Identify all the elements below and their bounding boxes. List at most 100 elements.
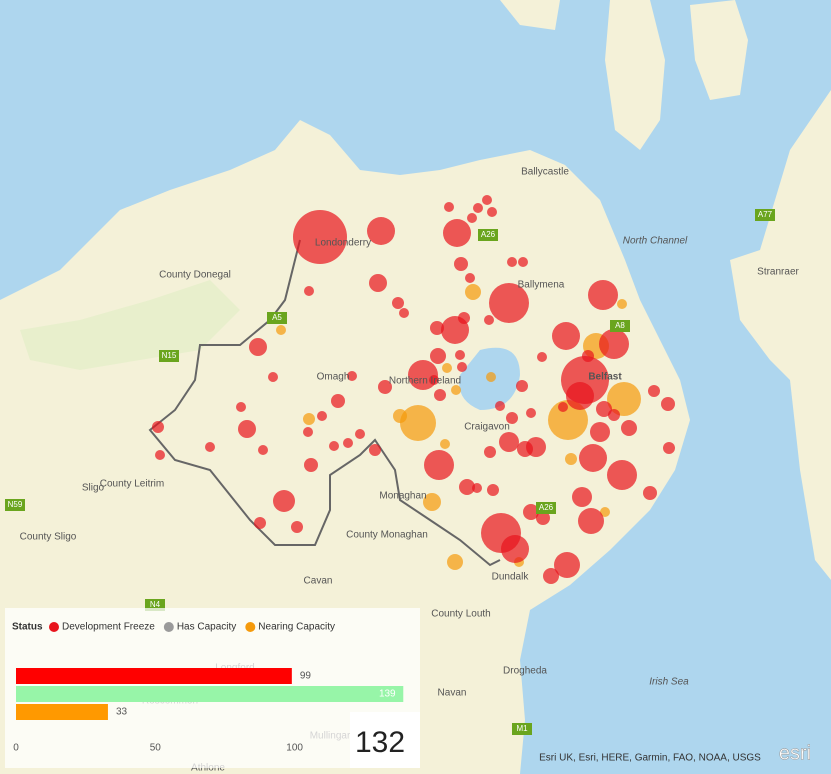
site-marker xyxy=(487,484,499,496)
site-marker xyxy=(399,308,409,318)
site-marker xyxy=(343,438,353,448)
site-marker xyxy=(486,372,496,382)
place-label: Sligo xyxy=(82,483,105,494)
place-label: Stranraer xyxy=(757,267,799,278)
place-label: North Channel xyxy=(623,236,688,247)
place-label: Ballymena xyxy=(518,280,565,291)
site-marker xyxy=(378,380,392,394)
site-marker xyxy=(526,437,546,457)
site-marker xyxy=(648,385,660,397)
road-shield xyxy=(610,320,630,332)
road-label: N15 xyxy=(162,351,177,360)
site-marker xyxy=(588,280,618,310)
site-marker xyxy=(293,210,347,264)
site-marker xyxy=(596,401,612,417)
site-marker xyxy=(442,363,452,373)
site-marker xyxy=(303,427,313,437)
card xyxy=(350,712,420,768)
site-marker xyxy=(643,486,657,500)
site-marker xyxy=(455,350,465,360)
site-marker xyxy=(429,375,439,385)
site-marker xyxy=(482,195,492,205)
island xyxy=(500,0,560,30)
logo: esri xyxy=(779,742,811,764)
site-marker xyxy=(566,382,594,410)
place-label: Athlone xyxy=(191,763,225,774)
site-marker xyxy=(304,286,314,296)
site-marker xyxy=(258,445,268,455)
bar xyxy=(16,686,404,702)
place-label: Ballycastle xyxy=(521,167,569,178)
site-marker xyxy=(565,453,577,465)
site-marker xyxy=(451,385,461,395)
site-marker xyxy=(303,413,315,425)
site-marker xyxy=(607,382,641,416)
site-marker xyxy=(582,350,594,362)
x-tick-label: 50 xyxy=(150,743,162,754)
island xyxy=(690,0,748,100)
site-marker xyxy=(499,432,519,452)
site-marker xyxy=(663,442,675,454)
place-label: Irish Sea xyxy=(649,677,689,688)
road-label: A77 xyxy=(758,210,773,219)
site-marker xyxy=(484,315,494,325)
site-marker xyxy=(430,348,446,364)
site-marker xyxy=(501,535,529,563)
road-shield xyxy=(267,312,287,324)
x-tick-label: 0 xyxy=(13,743,19,754)
site-marker xyxy=(304,458,318,472)
site-marker xyxy=(268,372,278,382)
site-marker xyxy=(459,479,475,495)
legend-swatch xyxy=(163,622,174,632)
site-marker xyxy=(554,552,580,578)
place-label: Cavan xyxy=(304,576,333,587)
site-marker xyxy=(236,402,246,412)
site-marker xyxy=(607,460,637,490)
legend-label: Development Freeze xyxy=(62,622,155,633)
legend-label: Nearing Capacity xyxy=(258,622,335,633)
site-marker xyxy=(506,412,518,424)
site-marker xyxy=(465,273,475,283)
site-marker xyxy=(443,219,471,247)
site-marker xyxy=(369,444,381,456)
site-marker xyxy=(238,420,256,438)
site-marker xyxy=(536,511,550,525)
road-shield xyxy=(536,502,556,514)
value-label: 99 xyxy=(300,671,312,682)
bar xyxy=(16,704,108,720)
legend-swatch xyxy=(245,622,256,632)
site-marker xyxy=(367,217,395,245)
road-label: A26 xyxy=(481,230,496,239)
border xyxy=(148,239,501,567)
site-marker xyxy=(661,397,675,411)
site-marker xyxy=(440,439,450,449)
site-marker xyxy=(430,321,444,335)
x-tick-label: 100 xyxy=(286,743,303,754)
site-marker xyxy=(465,284,481,300)
site-marker xyxy=(423,493,441,511)
site-marker xyxy=(523,504,539,520)
site-marker xyxy=(317,411,327,421)
place-label: Dundalk xyxy=(492,572,530,583)
site-marker xyxy=(579,444,607,472)
road-shield xyxy=(478,229,498,241)
site-marker xyxy=(487,207,497,217)
legend-title: Status xyxy=(12,622,43,633)
place-label: Londonderry xyxy=(315,238,371,249)
road-shield xyxy=(159,350,179,362)
site-marker xyxy=(254,517,266,529)
place-label: County Leitrim xyxy=(100,479,164,490)
site-marker xyxy=(249,338,267,356)
site-marker xyxy=(572,487,592,507)
site-marker xyxy=(155,450,165,460)
road-label: A8 xyxy=(615,321,625,330)
site-marker xyxy=(600,507,610,517)
legend-swatch xyxy=(49,622,59,632)
site-marker xyxy=(526,408,536,418)
site-marker xyxy=(331,394,345,408)
site-marker xyxy=(276,325,286,335)
site-marker xyxy=(369,274,387,292)
site-marker xyxy=(507,257,517,267)
